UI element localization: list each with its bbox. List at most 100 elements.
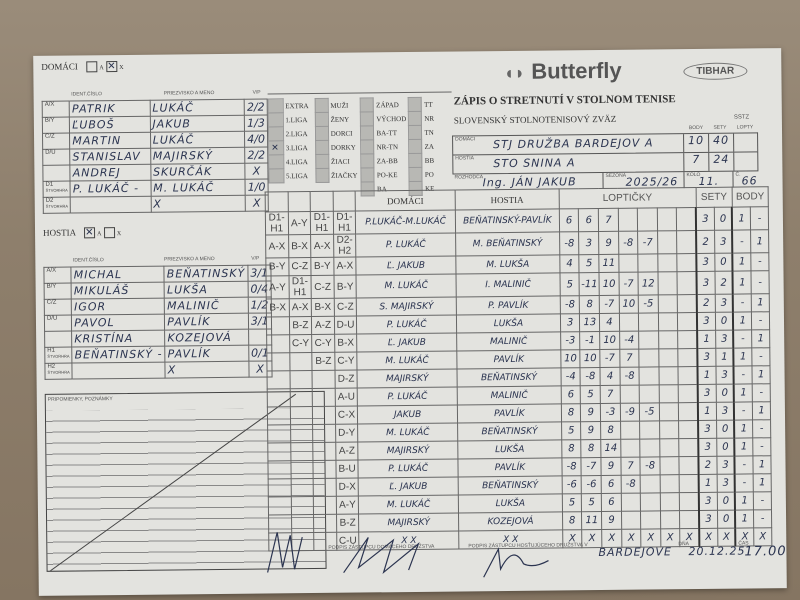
player-tag: ŠTVORHRA xyxy=(45,187,68,193)
game-score xyxy=(659,420,679,439)
game-score: 7 xyxy=(620,457,641,476)
order-code: B-Z xyxy=(336,514,360,533)
league-checkbox[interactable] xyxy=(315,168,329,183)
match-points: - xyxy=(750,252,769,271)
form-subtitle: SLOVENSKÝ STOLNOTENISOVÝ ZVÄZ xyxy=(453,113,617,126)
player-first-name: MICHAL xyxy=(73,268,123,282)
player-first-name: KRISTÍNA xyxy=(74,331,134,346)
away-player: M. LUKŠA xyxy=(455,254,560,275)
player-last-name: MALINIČ xyxy=(167,298,220,313)
match-sets: 0 xyxy=(714,253,733,272)
league-checkbox[interactable] xyxy=(314,98,328,113)
home-option-x-checkbox[interactable]: ✕ xyxy=(105,61,117,73)
match-sets: 3 xyxy=(698,492,718,511)
league-checkbox[interactable] xyxy=(360,111,374,127)
league-checkbox[interactable] xyxy=(315,126,329,141)
league-option-label: DORCI xyxy=(330,129,353,138)
game-score: 7 xyxy=(598,208,619,232)
league-option-label: NR xyxy=(424,114,435,123)
away-option-a-checkbox[interactable]: ✕ xyxy=(83,227,95,239)
league-checkbox[interactable] xyxy=(314,112,329,127)
league-checkbox[interactable] xyxy=(409,153,423,168)
game-score xyxy=(658,330,678,349)
player-last-name: M. LUKÁČ xyxy=(153,181,215,195)
player-first-name: PAVOL xyxy=(74,316,115,330)
home-team-points: 10 xyxy=(684,133,710,153)
home-player: P. LUKÁČ xyxy=(357,387,458,407)
order-code: C-Y xyxy=(289,334,312,353)
order-code: C-Z xyxy=(333,298,357,317)
game-score: 10 xyxy=(560,349,581,368)
home-option-a-checkbox[interactable] xyxy=(86,61,98,73)
league-checkbox[interactable] xyxy=(409,167,423,182)
order-code: B-X xyxy=(334,334,358,353)
league-checkbox[interactable] xyxy=(361,153,375,169)
place-value: BARDEJOVE xyxy=(598,545,673,560)
order-code: B-Z xyxy=(311,352,335,371)
league-option-label: BA-TT xyxy=(376,128,398,137)
match-points: - xyxy=(752,419,771,438)
league-checkbox[interactable] xyxy=(268,126,284,141)
game-score xyxy=(676,207,697,231)
league-checkbox[interactable] xyxy=(315,154,329,169)
remarks-section: PRIPOMIENKY, POZNÁMKY xyxy=(44,390,327,572)
away-player: BEŇATINSKÝ xyxy=(456,367,562,388)
away-player: MALINIČ xyxy=(457,385,562,406)
away-player: LUKŠA xyxy=(456,313,561,334)
match-sets: 0 xyxy=(716,438,735,457)
game-score: 8 xyxy=(562,511,583,530)
league-checkbox[interactable] xyxy=(361,167,375,183)
home-team-label: DOMÁCI xyxy=(455,136,476,143)
match-points: 1 xyxy=(732,206,751,231)
league-checkbox[interactable] xyxy=(268,154,284,169)
game-score: 6 xyxy=(578,208,599,232)
league-checkbox[interactable] xyxy=(268,112,283,127)
league-checkbox[interactable]: ✕ xyxy=(268,140,284,155)
game-score: -4 xyxy=(560,367,581,386)
league-checkbox[interactable] xyxy=(360,97,374,113)
league-checkbox[interactable] xyxy=(315,140,329,155)
game-score xyxy=(659,384,679,403)
away-player: PAVLÍK xyxy=(456,349,561,370)
league-checkbox[interactable] xyxy=(268,168,284,183)
order-code xyxy=(267,424,291,443)
match-points: - xyxy=(734,455,754,475)
game-score xyxy=(677,312,698,331)
league-checkbox[interactable] xyxy=(408,111,422,126)
game-score xyxy=(659,474,680,493)
game-score: 5 xyxy=(559,272,580,296)
away-signature xyxy=(483,547,549,578)
player-win-loss: X xyxy=(252,196,261,210)
away-team-points: 7 xyxy=(684,152,710,172)
game-score: -9 xyxy=(620,403,640,422)
league-checkbox[interactable] xyxy=(360,139,375,155)
order-code xyxy=(268,478,291,497)
league-checkbox[interactable] xyxy=(408,97,422,112)
time-value: 17.00 xyxy=(744,544,787,560)
league-checkbox[interactable] xyxy=(408,139,423,154)
home-player: M. LUKÁČ xyxy=(357,423,458,443)
game-score xyxy=(639,348,659,368)
away-option-x-checkbox[interactable] xyxy=(103,227,115,239)
league-checkbox[interactable] xyxy=(408,125,423,140)
game-score: 8 xyxy=(561,403,581,422)
order-code: B-Y xyxy=(310,257,334,276)
order-code xyxy=(266,334,290,354)
league-option-label: TN xyxy=(424,128,434,137)
game-score xyxy=(679,492,700,511)
league-checkbox[interactable] xyxy=(268,98,283,113)
match-points: - xyxy=(751,347,770,366)
match-points: 1 xyxy=(732,252,752,272)
player-last-name: PAVLÍK xyxy=(167,347,211,361)
game-score: -8 xyxy=(559,231,580,255)
league-option-label: ZA xyxy=(424,142,434,151)
game-score xyxy=(677,330,698,349)
order-code xyxy=(290,496,314,515)
game-score: -7 xyxy=(581,457,602,476)
game-score xyxy=(638,312,659,332)
home-players-table: A/X PATRIK LUKÁČ 2/2 B/Y ĽUBOŠ JAKUB 1/3… xyxy=(42,98,269,214)
league-checkbox[interactable] xyxy=(360,125,375,141)
col-vp: V/P xyxy=(252,89,261,96)
order-code xyxy=(267,370,290,389)
order-code: A-Y xyxy=(266,275,289,300)
